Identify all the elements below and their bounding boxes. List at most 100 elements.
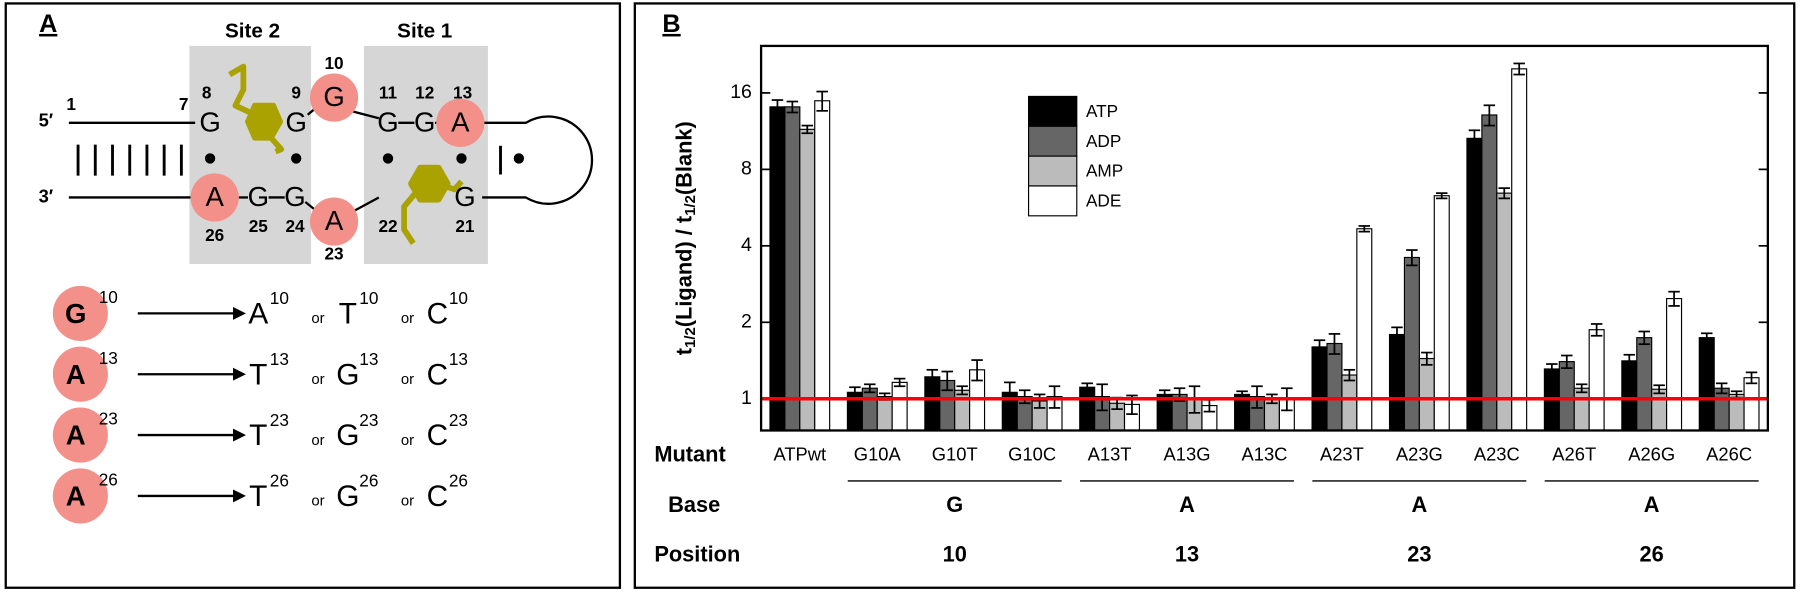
position-number: 8 bbox=[202, 83, 212, 103]
highlight-circle bbox=[52, 468, 108, 524]
wild-base: A bbox=[66, 420, 86, 451]
y-tick-label: 8 bbox=[741, 158, 752, 180]
y-axis-label-part: (Blank) bbox=[671, 121, 696, 195]
nucleotide: G bbox=[323, 81, 344, 112]
mutant-base: C bbox=[427, 419, 449, 452]
position-sup: 10 bbox=[99, 287, 118, 307]
position-sup: 13 bbox=[270, 349, 289, 369]
y-axis-label-part: t bbox=[671, 348, 696, 355]
site-label: Site 1 bbox=[397, 20, 452, 43]
position-sup: 13 bbox=[99, 348, 118, 368]
position-sup: 26 bbox=[449, 471, 468, 491]
x-tick-label: A23G bbox=[1396, 444, 1443, 465]
nucleotide: G bbox=[199, 106, 220, 137]
position-number: 24 bbox=[285, 216, 305, 236]
pairs bbox=[76, 144, 502, 176]
position-number: 26 bbox=[205, 225, 224, 245]
y-axis-label-part: (Ligand) / t bbox=[671, 216, 696, 327]
bar bbox=[1621, 360, 1638, 432]
nucleotide: G bbox=[454, 181, 475, 212]
bar bbox=[891, 381, 908, 432]
plot-frame bbox=[759, 44, 1770, 432]
highlight-circle bbox=[52, 285, 108, 341]
position-sup: 23 bbox=[99, 409, 118, 429]
bar bbox=[1496, 192, 1513, 432]
position-sup: 13 bbox=[359, 349, 378, 369]
group-position: 10 bbox=[943, 541, 967, 566]
connector: or bbox=[311, 310, 324, 327]
mutant-base: C bbox=[427, 480, 449, 513]
y-tick-label: 1 bbox=[741, 387, 752, 409]
row-label: Mutant bbox=[654, 442, 725, 467]
bar bbox=[1511, 68, 1528, 432]
legend-label: ATP bbox=[1086, 101, 1118, 121]
x-tick-label: A13G bbox=[1164, 444, 1211, 465]
bar bbox=[954, 389, 971, 432]
group-base: A bbox=[1644, 492, 1660, 517]
panel-label: B bbox=[662, 10, 680, 38]
strand-end: 5′ bbox=[39, 110, 54, 131]
position-sup: 23 bbox=[449, 410, 468, 430]
bar bbox=[1403, 256, 1420, 432]
bar bbox=[1651, 388, 1668, 432]
panel-b-frame bbox=[633, 2, 1796, 589]
nucleotide: A bbox=[451, 106, 470, 137]
x-tick-label: A23C bbox=[1474, 444, 1520, 465]
position-number: 9 bbox=[291, 83, 301, 103]
connector: or bbox=[401, 432, 414, 449]
bar bbox=[1418, 357, 1435, 432]
legend-swatch bbox=[1027, 155, 1078, 187]
mutant-base: T bbox=[249, 358, 267, 391]
bar bbox=[1588, 329, 1605, 432]
x-tick-label: ATPwt bbox=[773, 444, 826, 465]
position-sup: 13 bbox=[449, 349, 468, 369]
bar bbox=[1326, 342, 1343, 432]
x-tick-label: G10T bbox=[932, 444, 978, 465]
x-tick-label: G10A bbox=[854, 444, 902, 465]
wild-base: A bbox=[66, 480, 86, 511]
highlight-circle bbox=[309, 197, 359, 246]
highlight-circle bbox=[52, 346, 108, 402]
position-number: 10 bbox=[324, 53, 343, 73]
loop bbox=[482, 115, 594, 205]
y-axis-label-part: 1/2 bbox=[682, 327, 699, 348]
position-sup: 10 bbox=[359, 288, 378, 308]
y-tick-label: 16 bbox=[730, 81, 752, 103]
x-tick-label: A26T bbox=[1552, 444, 1596, 465]
strand-end: 3′ bbox=[39, 185, 54, 206]
ligand bbox=[228, 63, 464, 245]
position-number: 1 bbox=[66, 94, 76, 114]
nucleotide: G bbox=[285, 106, 306, 137]
x-tick-label: A26C bbox=[1706, 444, 1752, 465]
y-axis-label: t1/2(Ligand) / t1/2(Blank) bbox=[671, 121, 699, 355]
highlight-circle bbox=[52, 407, 108, 463]
x-tick-label: A13T bbox=[1088, 444, 1132, 465]
bar bbox=[1466, 137, 1483, 432]
position-number: 12 bbox=[415, 83, 434, 103]
panel-label: A bbox=[39, 10, 57, 38]
connector: or bbox=[401, 371, 414, 388]
nucleotide: G bbox=[414, 106, 435, 137]
nucleotide: A bbox=[205, 181, 224, 212]
legend-swatch bbox=[1027, 125, 1078, 157]
bar bbox=[1079, 386, 1096, 432]
position-sup: 26 bbox=[99, 470, 118, 490]
legend-label: ADP bbox=[1086, 131, 1121, 151]
position-number: 7 bbox=[179, 94, 189, 114]
y-axis-label-part: 1/2 bbox=[682, 195, 699, 216]
connector: or bbox=[311, 493, 324, 510]
mutant-base: T bbox=[339, 298, 357, 331]
bar bbox=[769, 106, 786, 432]
bar bbox=[814, 100, 831, 432]
panel-a-frame bbox=[4, 2, 622, 589]
legend-label: AMP bbox=[1086, 161, 1123, 181]
x-tick-label: A26G bbox=[1628, 444, 1675, 465]
position-sup: 23 bbox=[270, 410, 289, 430]
bar bbox=[1341, 374, 1358, 432]
bar bbox=[1743, 377, 1760, 432]
bar bbox=[1713, 387, 1730, 432]
wild-base: G bbox=[65, 298, 86, 329]
structure bbox=[68, 45, 594, 503]
